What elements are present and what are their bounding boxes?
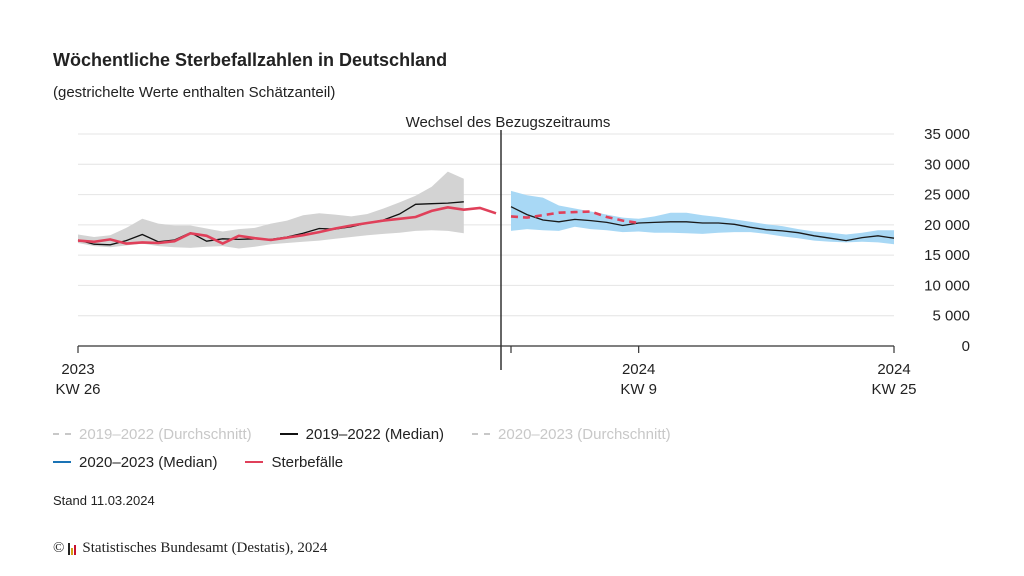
legend-label: 2020–2023 (Median) (79, 453, 218, 471)
legend-label: Sterbefälle (271, 453, 344, 471)
x-tick-label-week: KW 9 (620, 381, 657, 398)
deaths-line-2023 (77, 205, 497, 246)
legend-item-median-2020-2023[interactable]: 2020–2023 (Median) (53, 454, 217, 471)
x-tick-label-week: KW 26 (55, 381, 100, 398)
x-tick-label-year: 2023 (61, 361, 94, 378)
source-credit: © Statistisches Bundesamt (Destatis), 20… (53, 540, 327, 557)
source-text: Statistisches Bundesamt (Destatis), 2024 (82, 540, 328, 556)
y-tick-label: 25 000 (924, 187, 970, 204)
legend-row-1: 2019–2022 (Durchschnitt) 2019–2022 (Medi… (53, 420, 813, 448)
copyright-symbol: © (53, 540, 65, 556)
deaths-line-2024-estimated (510, 210, 639, 225)
chart-subtitle: (gestrichelte Werte enthalten Schätzante… (53, 84, 336, 101)
y-tick-label: 10 000 (924, 277, 970, 294)
legend-item-sterbefaelle[interactable]: Sterbefälle (245, 454, 343, 471)
y-tick-label: 15 000 (924, 247, 970, 264)
y-tick-label: 30 000 (924, 156, 970, 173)
legend-label: 2019–2022 (Durchschnitt) (79, 425, 252, 443)
y-tick-label: 35 000 (924, 126, 970, 143)
mortality-line-chart: 0 5 000 10 000 15 000 20 000 25 000 30 000 35 0… (55, 114, 970, 398)
x-tick-label-week: KW 25 (871, 381, 916, 398)
legend-swatch-sterbefaelle (245, 461, 264, 463)
legend-item-median-2019-2022[interactable]: 2019–2022 (Median) (279, 425, 445, 443)
reference-change-annotation: Wechsel des Bezugszeitraums (406, 114, 611, 131)
y-tick-label: 20 000 (924, 217, 970, 234)
y-tick-label: 0 (962, 338, 970, 355)
range-band-2019-2022 (78, 171, 464, 249)
legend-swatch-median-2019-2022 (279, 433, 298, 435)
legend-item-avg-2020-2023[interactable]: 2020–2023 (Durchschnitt) (472, 426, 671, 443)
legend-swatch-avg-2019-2022 (53, 433, 71, 435)
data-status-date: Stand 11.03.2024 (53, 493, 155, 508)
legend-swatch-median-2020-2023 (53, 461, 71, 463)
x-tick-label-year: 2024 (877, 361, 910, 378)
legend-label: 2019–2022 (Median) (305, 425, 445, 443)
destatis-logo-icon (68, 542, 77, 555)
chart-legend: 2019–2022 (Durchschnitt) 2019–2022 (Medi… (53, 420, 813, 476)
median-line-2020-2023 (510, 206, 895, 242)
y-tick-label: 5 000 (932, 308, 970, 325)
x-tick-label-year: 2024 (622, 361, 655, 378)
legend-swatch-avg-2020-2023 (472, 433, 491, 435)
legend-label: 2020–2023 (Durchschnitt) (498, 425, 671, 443)
legend-item-avg-2019-2022[interactable]: 2019–2022 (Durchschnitt) (53, 426, 252, 443)
chart-title: Wöchentliche Sterbefallzahlen in Deutsch… (53, 50, 448, 70)
legend-row-2: 2020–2023 (Median) Sterbefälle (53, 448, 813, 476)
range-band-2020-2023 (511, 190, 894, 245)
